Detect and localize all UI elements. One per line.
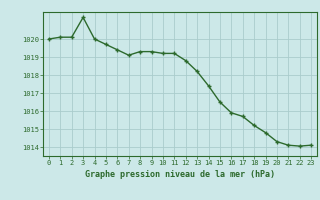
X-axis label: Graphe pression niveau de la mer (hPa): Graphe pression niveau de la mer (hPa) <box>85 170 275 179</box>
